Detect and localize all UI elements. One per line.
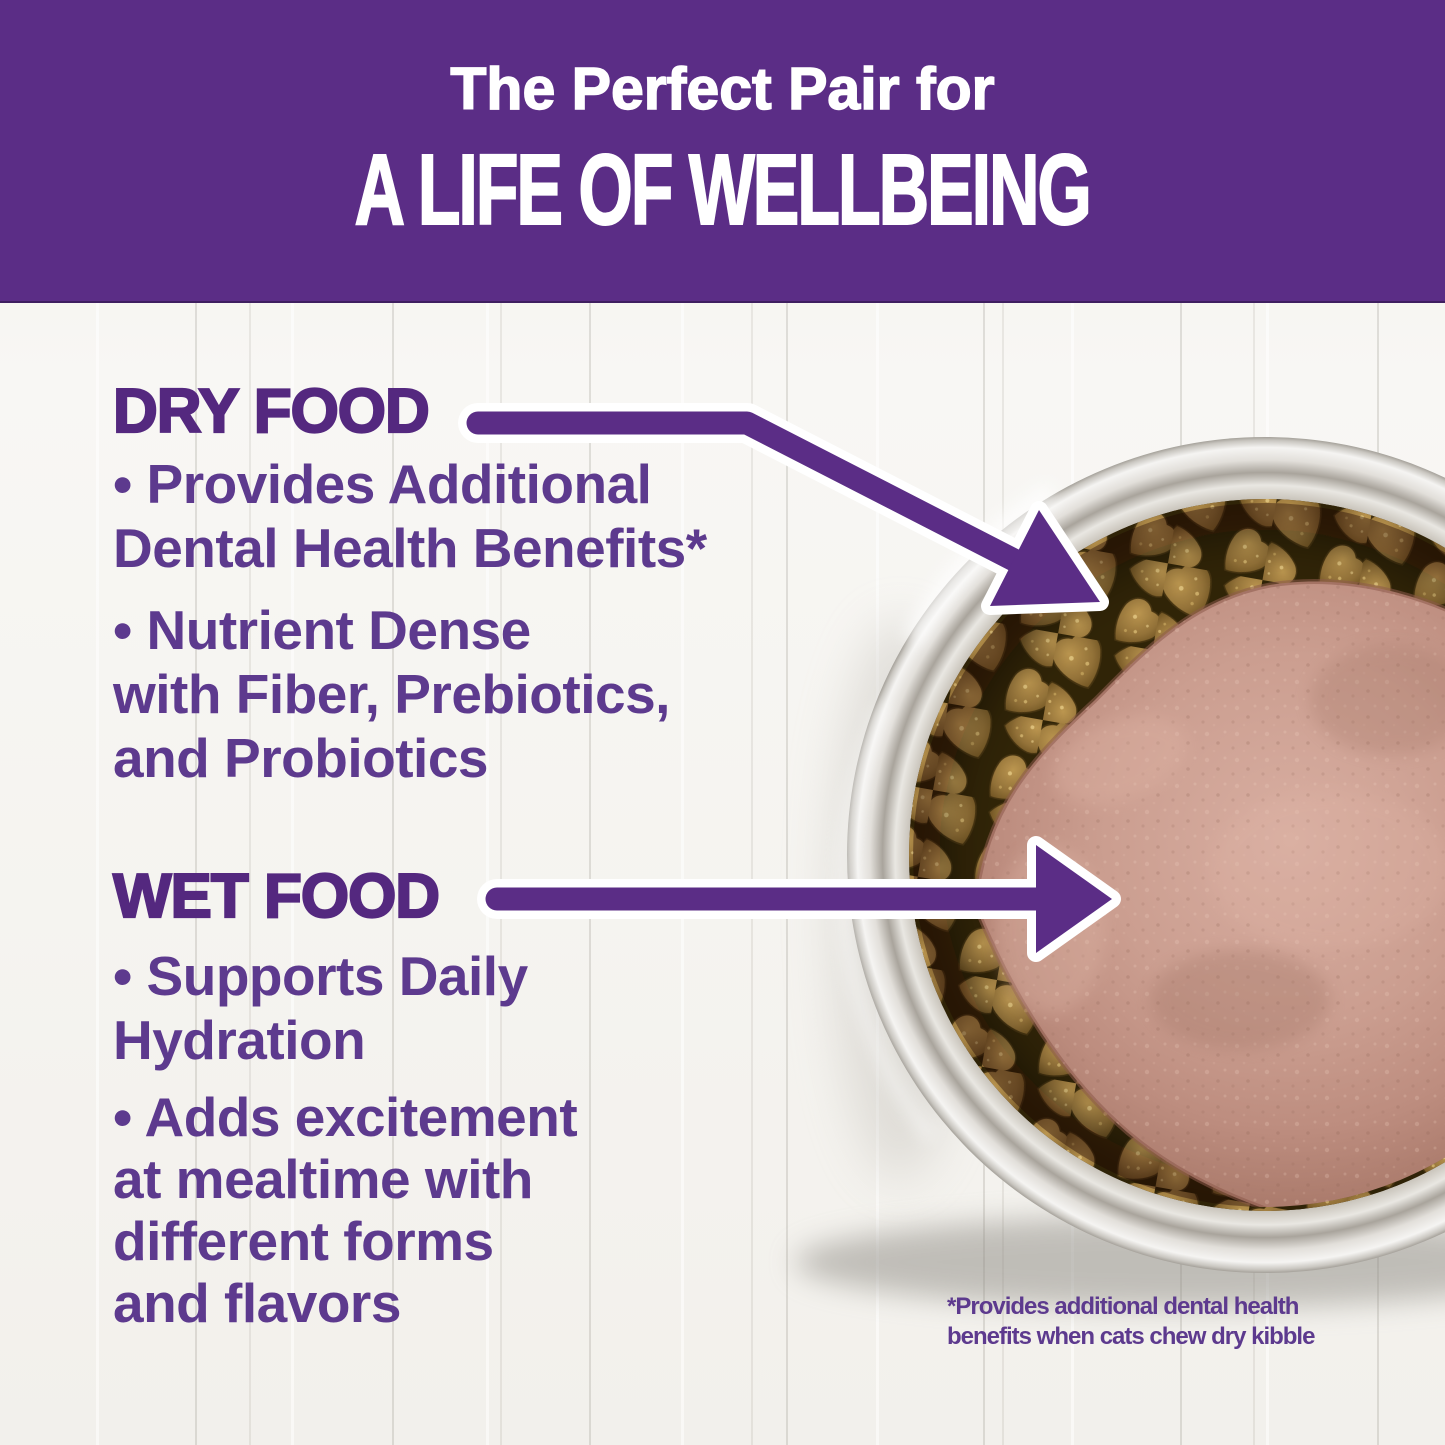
dry-food-heading: DRY FOOD (112, 377, 431, 446)
dry-food-bullet-nutrient: • Nutrient Dense with Fiber, Prebiotics,… (113, 599, 670, 789)
banner-subtitle: The Perfect Pair for (450, 55, 996, 122)
dry-arrowhead-icon (990, 510, 1100, 606)
wet-food-arrow (477, 836, 1121, 962)
header-banner: The Perfect Pair for A LIFE OF WELLBEING (0, 0, 1445, 303)
wet-food-bullet-hydration: • Supports Daily Hydration (113, 945, 528, 1071)
wet-food-mound (972, 579, 1445, 1207)
dry-food-arrow (458, 403, 1109, 615)
banner-title: A LIFE OF WELLBEING (354, 133, 1093, 246)
wet-arrowhead-icon (1036, 845, 1112, 953)
dry-food-bullet-dental: • Provides Additional Dental Health Bene… (113, 453, 707, 579)
cat-food-bowl-photo (795, 437, 1445, 1308)
wet-food-heading: WET FOOD (112, 862, 441, 931)
wet-food-bullet-excitement: • Adds excitement at mealtime with diffe… (113, 1086, 578, 1334)
footnote: *Provides additional dental health benef… (947, 1293, 1315, 1350)
